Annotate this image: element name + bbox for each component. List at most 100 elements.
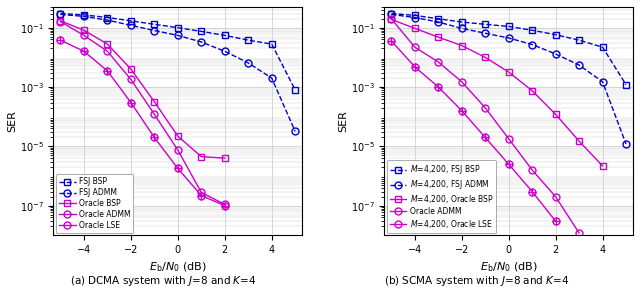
$M\!=\!4{,}200$, FSJ BSP: [458, 20, 465, 24]
FSJ BSP: [174, 26, 182, 29]
$M\!=\!4{,}200$, Oracle BSP: [458, 44, 465, 47]
Text: (b) SCMA system with $J$=8 and $K$=4: (b) SCMA system with $J$=8 and $K$=4: [384, 274, 570, 287]
Line: $M\!=\!4{,}200$, FSJ BSP: $M\!=\!4{,}200$, FSJ BSP: [388, 10, 630, 88]
Oracle LSE: [104, 69, 111, 73]
Oracle LSE: [174, 167, 182, 170]
$M\!=\!4{,}200$, Oracle LSE: [387, 39, 395, 42]
Oracle LSE: [198, 194, 205, 197]
Oracle BSP: [150, 100, 158, 103]
Oracle BSP: [104, 42, 111, 46]
$M\!=\!4{,}200$, FSJ ADMM: [622, 142, 630, 146]
Oracle LSE: [150, 136, 158, 139]
Oracle ADMM: [150, 113, 158, 116]
$M\!=\!4{,}200$, FSJ ADMM: [528, 43, 536, 46]
Oracle ADMM: [481, 106, 489, 109]
FSJ ADMM: [221, 50, 228, 53]
$M\!=\!4{,}200$, Oracle BSP: [598, 164, 606, 168]
Oracle ADMM: [458, 80, 465, 84]
FSJ BSP: [80, 13, 88, 17]
$M\!=\!4{,}200$, Oracle LSE: [552, 220, 559, 223]
Oracle ADMM: [221, 203, 228, 206]
Oracle BSP: [57, 19, 65, 23]
$M\!=\!4{,}200$, FSJ BSP: [505, 25, 513, 28]
$M\!=\!4{,}200$, FSJ ADMM: [481, 32, 489, 35]
$M\!=\!4{,}200$, Oracle BSP: [411, 27, 419, 30]
Line: Oracle LSE: Oracle LSE: [57, 37, 228, 209]
FSJ ADMM: [291, 130, 299, 133]
Oracle BSP: [198, 155, 205, 158]
$M\!=\!4{,}200$, FSJ BSP: [481, 23, 489, 26]
Oracle ADMM: [80, 34, 88, 37]
Legend: FSJ BSP, FSJ ADMM, Oracle BSP, Oracle ADMM, Oracle LSE: FSJ BSP, FSJ ADMM, Oracle BSP, Oracle AD…: [56, 174, 133, 233]
FSJ BSP: [221, 34, 228, 37]
Oracle BSP: [127, 67, 135, 71]
$M\!=\!4{,}200$, Oracle LSE: [458, 109, 465, 112]
$M\!=\!4{,}200$, FSJ BSP: [411, 14, 419, 17]
Y-axis label: SER: SER: [338, 110, 348, 132]
Oracle ADMM: [435, 60, 442, 64]
$M\!=\!4{,}200$, FSJ ADMM: [552, 52, 559, 56]
FSJ BSP: [150, 23, 158, 26]
Oracle LSE: [221, 204, 228, 208]
$M\!=\!4{,}200$, Oracle BSP: [552, 113, 559, 116]
$M\!=\!4{,}200$, FSJ BSP: [622, 83, 630, 86]
Oracle ADMM: [575, 231, 583, 235]
Line: $M\!=\!4{,}200$, Oracle BSP: $M\!=\!4{,}200$, Oracle BSP: [388, 16, 606, 169]
$M\!=\!4{,}200$, FSJ ADMM: [411, 16, 419, 19]
Y-axis label: SER: SER: [7, 110, 17, 132]
FSJ ADMM: [174, 34, 182, 37]
Legend: $M\!=\!4{,}200$, FSJ BSP, $M\!=\!4{,}200$, FSJ ADMM, $M\!=\!4{,}200$, Oracle BSP: $M\!=\!4{,}200$, FSJ BSP, $M\!=\!4{,}200…: [387, 160, 497, 233]
$M\!=\!4{,}200$, FSJ BSP: [387, 12, 395, 15]
Line: Oracle ADMM: Oracle ADMM: [388, 15, 582, 236]
Line: FSJ ADMM: FSJ ADMM: [57, 11, 299, 135]
Oracle ADMM: [528, 168, 536, 172]
FSJ BSP: [127, 19, 135, 23]
Oracle ADMM: [387, 17, 395, 20]
FSJ ADMM: [80, 15, 88, 18]
Oracle ADMM: [552, 195, 559, 199]
FSJ ADMM: [104, 18, 111, 22]
$M\!=\!4{,}200$, Oracle LSE: [435, 85, 442, 89]
$M\!=\!4{,}200$, FSJ ADMM: [458, 27, 465, 30]
X-axis label: $E_{\mathrm{b}}/N_0$ (dB): $E_{\mathrm{b}}/N_0$ (dB): [480, 261, 538, 274]
$M\!=\!4{,}200$, Oracle LSE: [505, 162, 513, 166]
$M\!=\!4{,}200$, FSJ BSP: [552, 33, 559, 36]
$M\!=\!4{,}200$, FSJ BSP: [598, 45, 606, 49]
FSJ ADMM: [57, 13, 65, 16]
Oracle ADMM: [198, 191, 205, 194]
Oracle ADMM: [127, 78, 135, 81]
FSJ ADMM: [268, 76, 276, 80]
FSJ ADMM: [244, 61, 252, 65]
$M\!=\!4{,}200$, FSJ ADMM: [505, 36, 513, 40]
$M\!=\!4{,}200$, Oracle BSP: [528, 89, 536, 92]
$M\!=\!4{,}200$, Oracle LSE: [528, 190, 536, 193]
FSJ BSP: [57, 12, 65, 15]
$M\!=\!4{,}200$, FSJ ADMM: [598, 80, 606, 84]
FSJ ADMM: [127, 24, 135, 27]
FSJ ADMM: [150, 29, 158, 32]
Text: (a) DCMA system with $J$=8 and $K$=4: (a) DCMA system with $J$=8 and $K$=4: [70, 274, 257, 287]
X-axis label: $E_{\mathrm{b}}/N_0$ (dB): $E_{\mathrm{b}}/N_0$ (dB): [149, 261, 207, 274]
Oracle ADMM: [174, 148, 182, 152]
$M\!=\!4{,}200$, Oracle BSP: [387, 18, 395, 21]
$M\!=\!4{,}200$, FSJ ADMM: [435, 20, 442, 24]
$M\!=\!4{,}200$, Oracle BSP: [481, 56, 489, 59]
Line: $M\!=\!4{,}200$, Oracle LSE: $M\!=\!4{,}200$, Oracle LSE: [388, 37, 559, 225]
$M\!=\!4{,}200$, FSJ ADMM: [575, 63, 583, 67]
FSJ BSP: [198, 30, 205, 33]
Oracle LSE: [80, 50, 88, 53]
FSJ ADMM: [198, 40, 205, 44]
$M\!=\!4{,}200$, Oracle BSP: [435, 35, 442, 39]
Oracle ADMM: [411, 45, 419, 49]
Line: Oracle BSP: Oracle BSP: [57, 18, 228, 162]
$M\!=\!4{,}200$, FSJ BSP: [575, 38, 583, 42]
$M\!=\!4{,}200$, FSJ BSP: [435, 17, 442, 20]
$M\!=\!4{,}200$, Oracle BSP: [575, 139, 583, 143]
FSJ BSP: [104, 16, 111, 19]
FSJ BSP: [268, 42, 276, 46]
Oracle ADMM: [505, 137, 513, 141]
Line: FSJ BSP: FSJ BSP: [57, 10, 299, 93]
$M\!=\!4{,}200$, Oracle LSE: [481, 136, 489, 139]
Oracle ADMM: [104, 50, 111, 53]
Line: $M\!=\!4{,}200$, FSJ ADMM: $M\!=\!4{,}200$, FSJ ADMM: [388, 11, 630, 148]
